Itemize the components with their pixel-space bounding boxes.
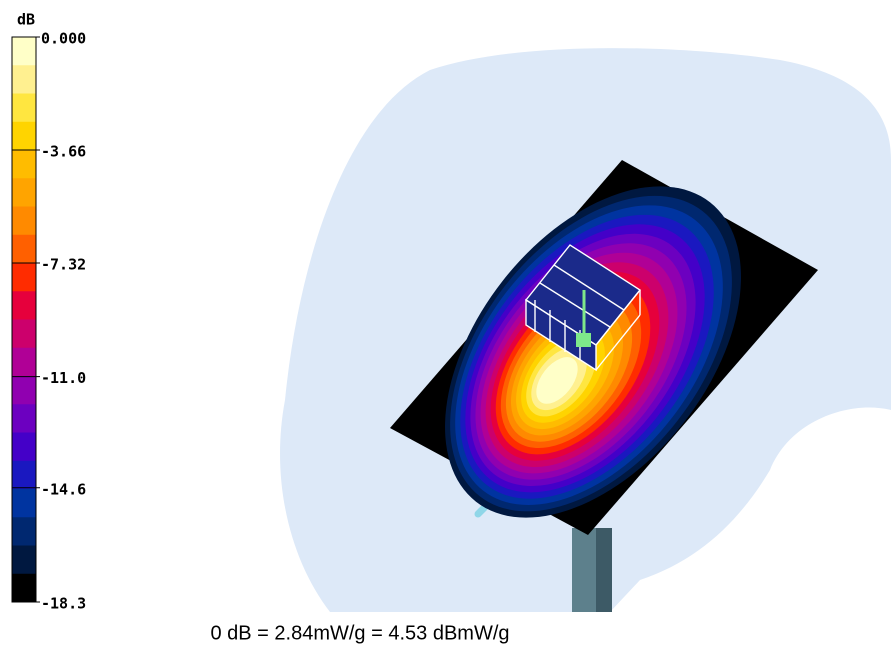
colorbar-band (12, 93, 36, 123)
colorbar-band (12, 291, 36, 320)
tick-label: -14.6 (41, 480, 86, 498)
colorbar-band (12, 545, 36, 575)
colorbar-band (12, 347, 36, 377)
tick-label: 0.000 (41, 30, 86, 48)
probe-tip (576, 333, 591, 347)
colorbar-band (12, 460, 36, 490)
colorbar-band (12, 319, 36, 349)
colorbar-band (12, 121, 36, 151)
colorbar-band (12, 178, 36, 207)
colorbar-band (12, 376, 36, 405)
colorbar-band (12, 65, 36, 94)
colorbar-band (12, 573, 36, 603)
tick-label: -7.32 (41, 256, 86, 274)
tick-label: -11.0 (41, 369, 86, 387)
colorbar-band (12, 206, 36, 236)
colorbar-band (12, 37, 36, 66)
pole-shade (596, 528, 612, 612)
colorbar-band (12, 517, 36, 546)
scene (280, 48, 891, 612)
caption: 0 dB = 2.84mW/g = 4.53 dBmW/g (210, 622, 509, 644)
colorbar-band (12, 432, 36, 462)
colorbar: 0.000 -3.66 -7.32 -11.0 -14.6 -18.3 (11, 30, 86, 613)
colorbar-band (12, 234, 36, 264)
colorbar-label: dB (17, 11, 35, 29)
field-band (536, 357, 578, 404)
colorbar-band (12, 263, 36, 292)
colorbar-band (12, 489, 36, 518)
tick-label: -18.3 (41, 595, 86, 613)
colorbar-band (12, 404, 36, 433)
tick-label: -3.66 (41, 143, 86, 161)
colorbar-band (12, 150, 36, 179)
